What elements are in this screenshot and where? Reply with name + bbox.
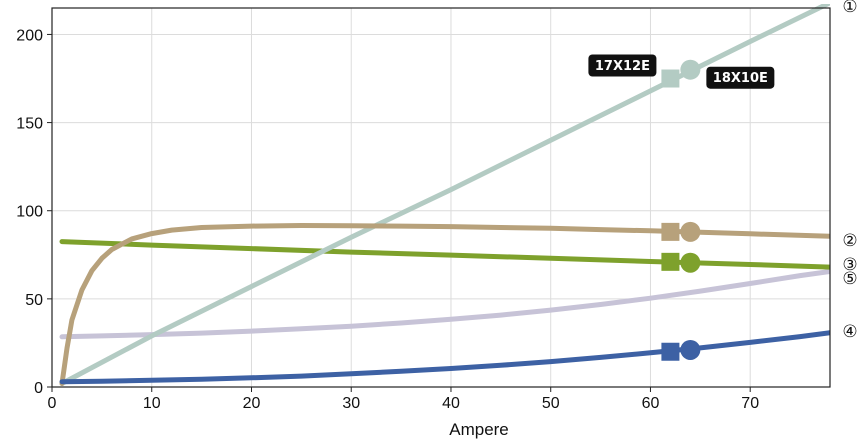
x-tick-label: 20: [243, 395, 261, 412]
square-marker: [661, 69, 680, 88]
y-tick-label: 100: [16, 204, 43, 221]
y-tick-label: 0: [34, 380, 43, 397]
circle-marker: [680, 59, 701, 80]
series-line-5: [59, 269, 830, 340]
series-lines: [59, 4, 830, 386]
series-number-label: ⑤: [842, 269, 857, 289]
y-tick-label: 50: [25, 292, 43, 309]
circle-marker: [680, 252, 701, 273]
series-line-4: [59, 330, 830, 385]
series-number-label: ②: [842, 231, 857, 251]
marker-label-badge: [588, 54, 657, 77]
y-tick-label: 200: [16, 27, 43, 44]
series-number-labels: ① ② ③ ④ ⑤: [842, 0, 857, 342]
markers: [661, 59, 701, 361]
square-marker: [661, 342, 680, 361]
series-line-1: [59, 4, 830, 386]
x-tick-label: 30: [342, 395, 360, 412]
square-marker: [661, 252, 680, 271]
series-number-label: ④: [842, 322, 857, 342]
series-number-label: ③: [842, 255, 857, 275]
x-tick-label: 0: [48, 395, 57, 412]
series-line-2: [59, 223, 830, 386]
circle-marker: [680, 221, 701, 242]
circle-marker: [680, 339, 701, 360]
y-tick-label: 150: [16, 116, 43, 133]
x-tick-label: 70: [741, 395, 759, 412]
marker-label-text: 18X10E: [713, 71, 768, 86]
x-tick-label: 40: [442, 395, 460, 412]
axis-ticks: 0 10 20 30 40 50 60 70 0 50 100 150 200: [16, 27, 759, 412]
series-number-label: ①: [842, 0, 857, 17]
x-tick-label: 60: [642, 395, 660, 412]
series-line-3: [59, 239, 830, 270]
x-axis-title: Ampere: [449, 420, 509, 439]
marker-label-badge: [706, 66, 775, 89]
plot-frame: [51, 7, 831, 388]
marker-labels: 17X12E 18X10E: [588, 54, 775, 89]
square-marker: [661, 222, 680, 241]
marker-label-text: 17X12E: [595, 59, 650, 74]
x-tick-label: 10: [143, 395, 161, 412]
x-tick-label: 50: [542, 395, 560, 412]
